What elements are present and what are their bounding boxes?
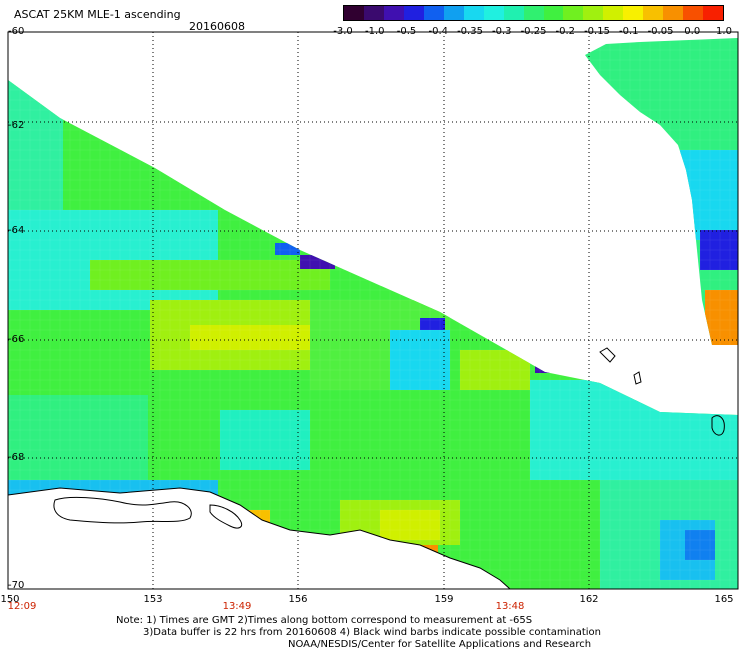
colorbar-swatch <box>663 6 684 20</box>
product-title: ASCAT 25KM MLE-1 ascending <box>14 8 181 21</box>
lon-label-159: 159 <box>434 594 454 605</box>
lat-label-68: -68 <box>8 452 25 463</box>
lat-label-70: -70 <box>8 580 25 591</box>
colorbar <box>343 5 724 21</box>
lon-label-165: 165 <box>714 594 734 605</box>
colorbar-swatch <box>643 6 664 20</box>
colorbar-swatch <box>423 6 444 20</box>
lon-label-150: 150 <box>0 594 20 605</box>
colorbar-swatch <box>344 6 364 20</box>
colorbar-swatch <box>403 6 424 20</box>
lon-label-162: 162 <box>579 594 599 605</box>
colorbar-swatch <box>363 6 384 20</box>
colorbar-swatch <box>603 6 624 20</box>
colorbar-swatch <box>543 6 564 20</box>
colorbar-swatch <box>383 6 404 20</box>
note-line-1: Note: 1) Times are GMT 2)Times along bot… <box>116 615 533 626</box>
colorbar-swatch <box>583 6 604 20</box>
note-line-3: NOAA/NESDIS/Center for Satellite Applica… <box>288 639 592 650</box>
lon-label-153: 153 <box>143 594 163 605</box>
time-label-2: 13:49 <box>222 601 252 612</box>
time-label-3: 13:48 <box>495 601 525 612</box>
colorbar-swatch <box>703 6 724 20</box>
colorbar-swatch <box>503 6 524 20</box>
lat-label-64: -64 <box>8 225 25 236</box>
colorbar-swatch <box>683 6 704 20</box>
lat-label-62: -62 <box>8 120 25 131</box>
time-label-1: 12:09 <box>7 601 37 612</box>
colorbar-swatch <box>523 6 544 20</box>
colorbar-swatch <box>563 6 584 20</box>
colorbar-swatch <box>623 6 644 20</box>
colorbar-swatch <box>443 6 464 20</box>
note-line-2: 3)Data buffer is 22 hrs from 20160608 4)… <box>143 627 601 638</box>
product-date: 20160608 <box>189 20 245 33</box>
antarctic-coastline <box>8 487 511 589</box>
colorbar-swatch <box>463 6 484 20</box>
colorbar-swatch <box>483 6 504 20</box>
lat-label-60: -60 <box>8 26 25 37</box>
east-swath <box>585 38 738 345</box>
lon-label-156: 156 <box>288 594 308 605</box>
lat-label-66: -66 <box>8 334 25 345</box>
map-grid <box>8 32 738 589</box>
